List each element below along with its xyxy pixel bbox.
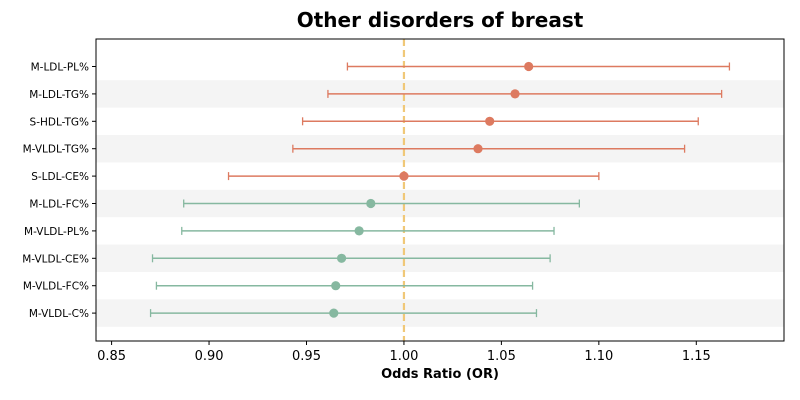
or-point	[331, 281, 341, 291]
data-rows	[149, 61, 731, 318]
y-tick-label: M-LDL-TG%	[29, 89, 89, 101]
or-point	[366, 198, 376, 209]
x-axis-ticks: 0.85 0.90 0.95 1.00 1.05 1.10 1.15	[97, 341, 711, 364]
or-point	[510, 89, 520, 99]
plot-frame	[95, 38, 785, 342]
or-point	[473, 144, 483, 154]
row-m-vldl-pl-	[181, 226, 555, 236]
or-point	[485, 116, 495, 126]
x-tick-label: 1.10	[584, 349, 613, 364]
row-m-vldl-tg-	[292, 144, 686, 154]
row-m-ldl-tg-	[327, 89, 723, 99]
or-point	[329, 308, 339, 318]
or-point	[399, 171, 409, 181]
y-tick-label: M-VLDL-FC%	[23, 281, 89, 293]
or-point	[354, 226, 364, 236]
y-tick-label: M-VLDL-C%	[29, 308, 89, 320]
row-m-vldl-c-	[149, 308, 538, 318]
or-point	[336, 253, 347, 263]
y-tick-label: M-LDL-PL%	[31, 62, 89, 74]
x-tick-label: 0.85	[97, 349, 126, 364]
chart-title: Other disorders of breast	[296, 8, 584, 32]
y-tick-label: M-VLDL-TG%	[23, 144, 89, 156]
y-tick-label: M-LDL-FC%	[29, 199, 89, 211]
y-tick-label: S-HDL-TG%	[30, 116, 89, 128]
y-tick-label: M-VLDL-CE%	[22, 253, 89, 265]
y-tick-label: M-VLDL-PL%	[24, 226, 89, 238]
x-tick-label: 0.95	[292, 349, 321, 364]
row-m-vldl-fc-	[155, 281, 534, 291]
row-m-ldl-fc-	[183, 198, 581, 209]
row-s-ldl-ce-	[227, 171, 600, 181]
x-tick-label: 0.90	[195, 349, 224, 364]
x-tick-label: 1.15	[682, 349, 711, 364]
row-m-ldl-pl-	[346, 61, 731, 72]
x-tick-label: 1.05	[487, 349, 516, 364]
or-point	[524, 61, 534, 72]
y-axis-ticks: M-LDL-PL% M-LDL-TG% S-HDL-TG% M-VLDL-TG% S-L…	[22, 62, 96, 320]
x-axis-label: Odds Ratio (OR)	[381, 367, 499, 382]
row-s-hdl-tg-	[301, 116, 699, 126]
x-tick-label: 1.00	[389, 349, 418, 364]
y-tick-label: S-LDL-CE%	[31, 171, 89, 183]
row-m-vldl-ce-	[151, 253, 551, 263]
